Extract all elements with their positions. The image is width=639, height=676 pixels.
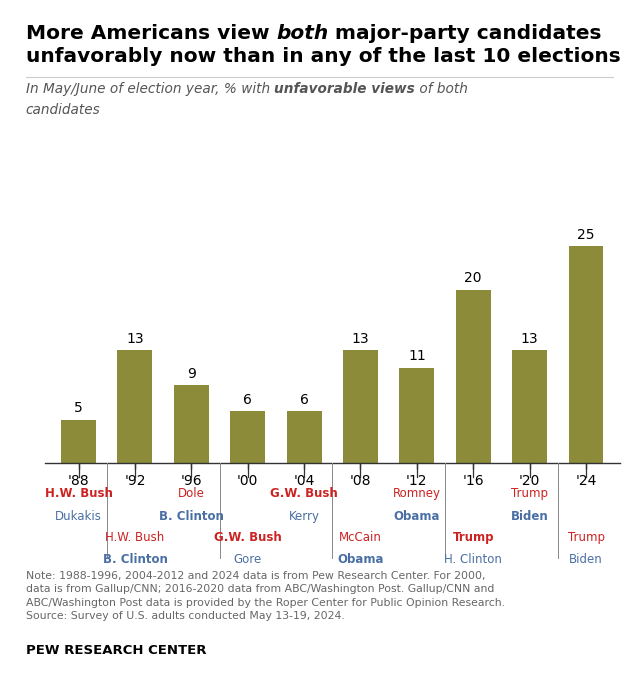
Text: Obama: Obama xyxy=(394,510,440,523)
Bar xyxy=(456,289,491,463)
Text: 20: 20 xyxy=(465,271,482,285)
Bar xyxy=(61,420,96,463)
Text: 13: 13 xyxy=(351,332,369,346)
Text: of both: of both xyxy=(415,82,468,97)
Text: Trump: Trump xyxy=(452,531,494,544)
Text: Trump: Trump xyxy=(511,487,548,500)
Text: 25: 25 xyxy=(577,228,595,242)
Bar xyxy=(569,246,603,463)
Text: Kerry: Kerry xyxy=(289,510,320,523)
Text: Note: 1988-1996, 2004-2012 and 2024 data is from Pew Research Center. For 2000,
: Note: 1988-1996, 2004-2012 and 2024 data… xyxy=(26,571,505,621)
Text: More Americans view: More Americans view xyxy=(26,24,276,43)
Text: H.W. Bush: H.W. Bush xyxy=(45,487,112,500)
Text: In May/June of election year, % with: In May/June of election year, % with xyxy=(26,82,274,97)
Text: 6: 6 xyxy=(243,393,252,407)
Text: Trump: Trump xyxy=(567,531,604,544)
Text: PEW RESEARCH CENTER: PEW RESEARCH CENTER xyxy=(26,644,206,657)
Bar xyxy=(118,350,153,463)
Text: McCain: McCain xyxy=(339,531,382,544)
Text: unfavorably now than in any of the last 10 elections: unfavorably now than in any of the last … xyxy=(26,47,620,66)
Text: 13: 13 xyxy=(521,332,539,346)
Text: Gore: Gore xyxy=(234,553,262,566)
Bar xyxy=(399,368,435,463)
Text: Obama: Obama xyxy=(337,553,384,566)
Text: B. Clinton: B. Clinton xyxy=(102,553,167,566)
Text: B. Clinton: B. Clinton xyxy=(159,510,224,523)
Text: G.W. Bush: G.W. Bush xyxy=(270,487,338,500)
Text: Romney: Romney xyxy=(393,487,441,500)
Text: Dole: Dole xyxy=(178,487,204,500)
Bar xyxy=(230,411,265,463)
Text: H.W. Bush: H.W. Bush xyxy=(105,531,165,544)
Text: H. Clinton: H. Clinton xyxy=(444,553,502,566)
Text: candidates: candidates xyxy=(26,103,100,117)
Text: both: both xyxy=(276,24,328,43)
Bar xyxy=(174,385,209,463)
Text: G.W. Bush: G.W. Bush xyxy=(214,531,282,544)
Text: Dukakis: Dukakis xyxy=(55,510,102,523)
Bar xyxy=(287,411,321,463)
Text: 6: 6 xyxy=(300,393,309,407)
Text: 9: 9 xyxy=(187,366,196,381)
Text: unfavorable views: unfavorable views xyxy=(274,82,415,97)
Text: Biden: Biden xyxy=(569,553,603,566)
Text: 13: 13 xyxy=(126,332,144,346)
Text: 5: 5 xyxy=(74,402,83,415)
Bar xyxy=(512,350,547,463)
Bar xyxy=(343,350,378,463)
Text: Biden: Biden xyxy=(511,510,548,523)
Text: major-party candidates: major-party candidates xyxy=(328,24,602,43)
Text: 11: 11 xyxy=(408,349,426,363)
